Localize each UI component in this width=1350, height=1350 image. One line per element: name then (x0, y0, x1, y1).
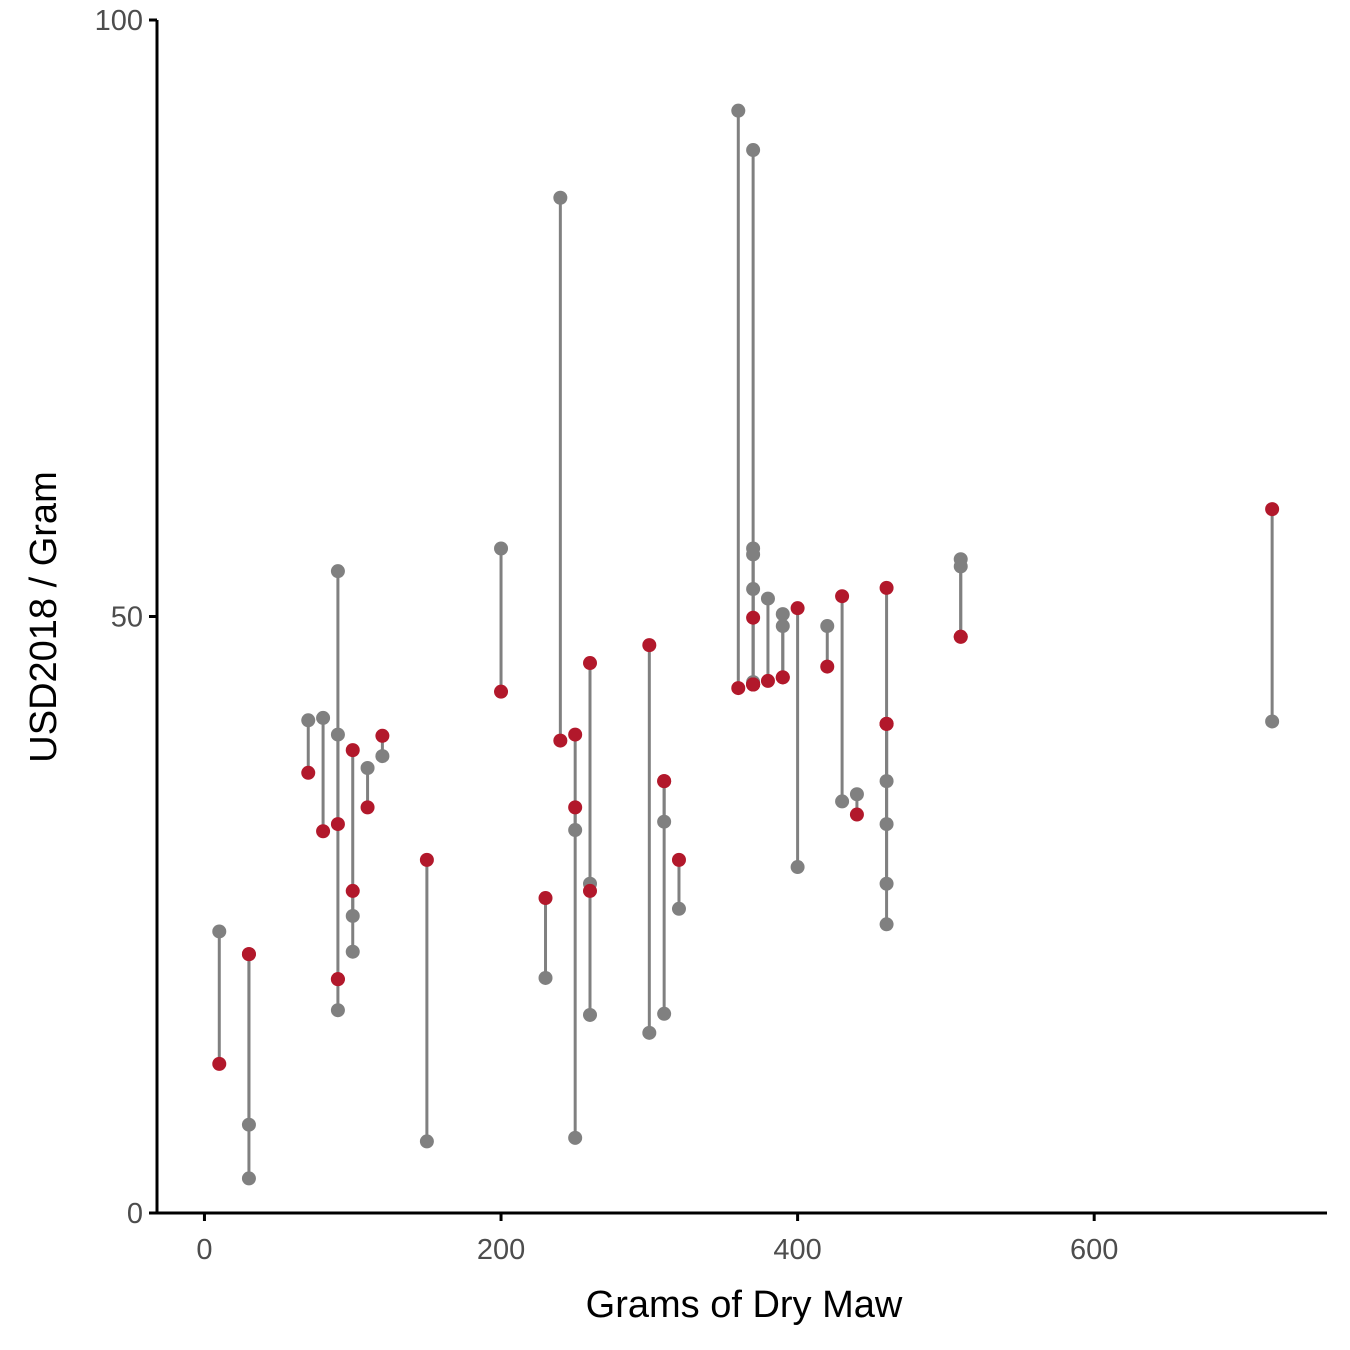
red-point-19 (583, 883, 598, 898)
grey-point-38 (879, 817, 894, 832)
red-point-25 (746, 610, 761, 625)
grey-point-10 (360, 761, 375, 776)
grey-point-11 (375, 749, 390, 764)
axes: 0 200 400 600 0 50 100 (95, 5, 1327, 1266)
grey-point-37 (879, 774, 894, 789)
red-point-37 (879, 580, 894, 595)
red-point-9 (345, 883, 360, 898)
grey-point-34 (820, 619, 835, 634)
x-axis-title: Grams of Dry Maw (586, 1284, 903, 1326)
red-point-43 (1265, 502, 1280, 517)
grey-point-24 (731, 103, 746, 118)
red-point-2 (241, 947, 256, 962)
red-point-34 (820, 659, 835, 674)
grey-point-13 (494, 541, 509, 556)
grey-point-21 (657, 1006, 672, 1021)
grey-point-9 (345, 944, 360, 959)
grey-points (212, 103, 1280, 1186)
red-point-11 (375, 728, 390, 743)
grey-point-30 (760, 591, 775, 606)
grey-point-32 (775, 619, 790, 634)
x-tick-label-200: 200 (477, 1234, 525, 1266)
red-point-4 (316, 824, 331, 839)
red-point-42 (953, 629, 968, 644)
y-tick-label-50: 50 (111, 602, 143, 634)
grey-point-3 (301, 713, 316, 728)
grey-point-20 (642, 1025, 657, 1040)
grey-point-35 (835, 794, 850, 809)
grey-point-33 (790, 860, 805, 875)
red-point-40 (879, 716, 894, 731)
red-point-12 (419, 852, 434, 867)
red-point-35 (835, 589, 850, 604)
grey-point-25 (746, 143, 761, 158)
grey-point-17 (568, 823, 583, 838)
red-point-0 (212, 1056, 227, 1071)
red-point-33 (790, 601, 805, 616)
red-point-29 (746, 677, 761, 692)
grey-point-0 (212, 924, 227, 939)
red-point-18 (583, 656, 598, 671)
grey-point-23 (671, 901, 686, 916)
x-tick-label-600: 600 (1070, 1234, 1118, 1266)
red-point-24 (731, 681, 746, 696)
grey-point-22 (657, 814, 672, 829)
red-points (212, 502, 1280, 1071)
plot-marks (212, 103, 1280, 1186)
grey-point-1 (241, 1117, 256, 1132)
grey-point-6 (330, 727, 345, 742)
red-point-16 (568, 727, 583, 742)
red-point-13 (494, 684, 509, 699)
y-tick-label-0: 0 (127, 1198, 143, 1230)
grey-point-36 (849, 787, 864, 802)
grey-point-7 (330, 1003, 345, 1018)
grey-point-27 (746, 547, 761, 562)
red-point-22 (657, 774, 672, 789)
red-point-20 (642, 638, 657, 653)
grey-point-2 (241, 1171, 256, 1186)
grey-point-15 (553, 190, 568, 205)
grey-point-31 (775, 607, 790, 622)
red-point-7 (330, 972, 345, 987)
x-tick-label-0: 0 (196, 1234, 212, 1266)
grey-point-14 (538, 970, 553, 985)
red-point-5 (330, 817, 345, 832)
red-point-32 (775, 670, 790, 685)
red-point-14 (538, 891, 553, 906)
grey-point-42 (953, 559, 968, 574)
red-point-8 (345, 743, 360, 758)
segments (217, 110, 1274, 1179)
grey-point-12 (419, 1134, 434, 1149)
grey-point-16 (568, 1130, 583, 1145)
red-point-36 (849, 807, 864, 822)
grey-point-18 (583, 1007, 598, 1022)
grey-point-40 (879, 917, 894, 932)
x-tick-label-400: 400 (773, 1234, 821, 1266)
grey-point-28 (746, 582, 761, 597)
grey-point-8 (345, 908, 360, 923)
red-point-3 (301, 765, 316, 780)
red-point-30 (760, 673, 775, 688)
grey-point-5 (330, 564, 345, 579)
grey-point-39 (879, 876, 894, 891)
y-axis-title: USD2018 / Gram (23, 471, 65, 762)
red-point-17 (568, 800, 583, 815)
grey-point-43 (1265, 714, 1280, 729)
red-point-10 (360, 800, 375, 815)
red-point-15 (553, 733, 568, 748)
y-tick-label-100: 100 (95, 5, 143, 37)
grey-point-4 (316, 710, 331, 725)
red-point-23 (671, 852, 686, 867)
